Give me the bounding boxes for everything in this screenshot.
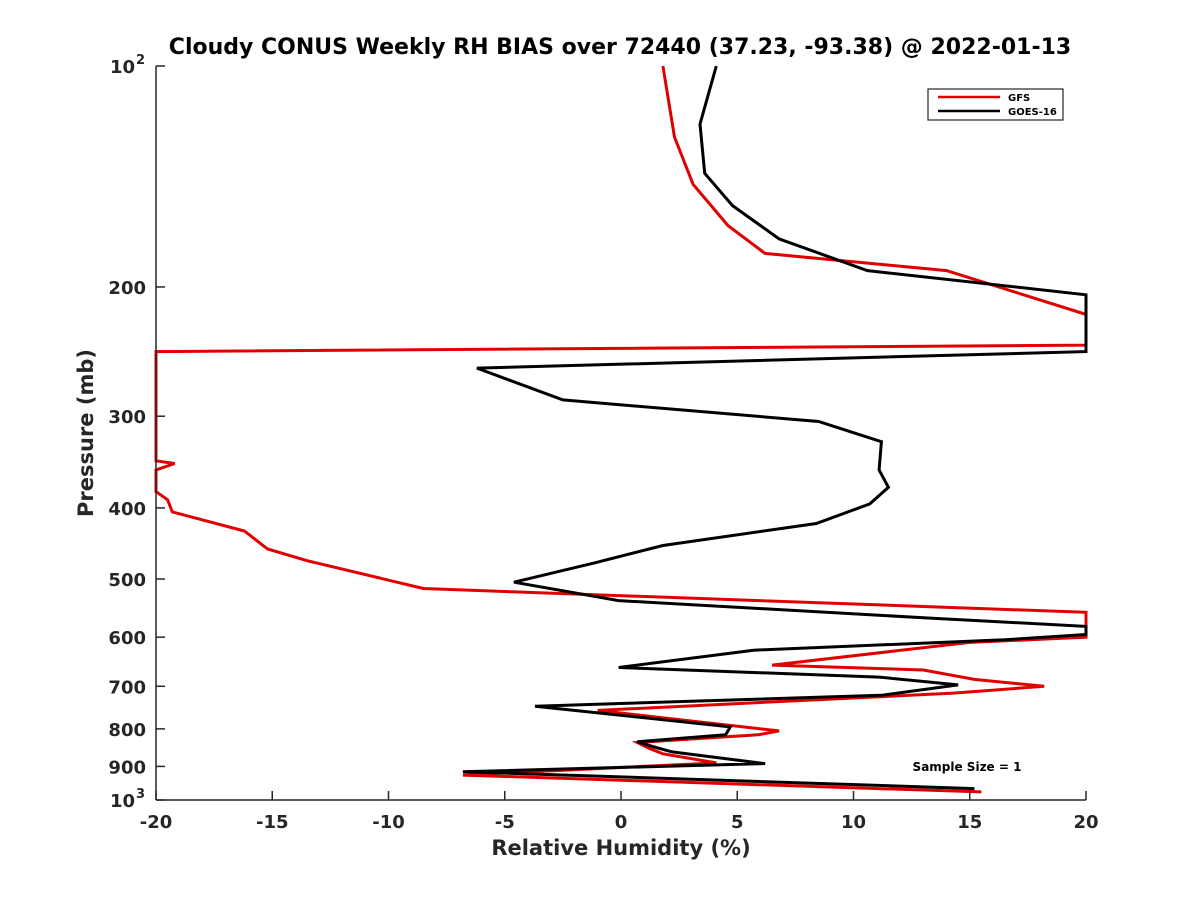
- x-axis-ticks: -20 -15 -10 -5 0 5 10 15 20: [140, 791, 1099, 833]
- x-tick-label: 5: [731, 812, 744, 833]
- y-tick-label: 200: [108, 278, 146, 299]
- x-tick-label: 15: [957, 812, 982, 833]
- x-tick-label: -5: [495, 812, 515, 833]
- sample-size-annotation: Sample Size = 1: [913, 760, 1022, 774]
- legend: GFS GOES-16: [927, 88, 1064, 121]
- series-layer: [154, 65, 1088, 794]
- y-axis-label: Pressure (mb): [74, 349, 98, 517]
- y-tick-label: 900: [108, 757, 146, 778]
- y-tick-label: 10: [110, 791, 135, 812]
- legend-label-gfs: GFS: [1008, 93, 1030, 104]
- y-tick-label: 600: [108, 628, 146, 649]
- series-line-goes16: [462, 65, 1088, 791]
- y-tick-label: 10: [110, 57, 135, 78]
- x-tick-label: -10: [372, 812, 405, 833]
- plot-background: [156, 66, 1086, 800]
- y-tick-label: 700: [108, 677, 146, 698]
- x-tick-label: 10: [841, 812, 866, 833]
- x-tick-label: -15: [256, 812, 289, 833]
- legend-label-goes16: GOES-16: [1008, 107, 1057, 118]
- x-tick-label: -20: [140, 812, 173, 833]
- y-tick-exponent: 3: [136, 787, 145, 802]
- x-tick-label: 20: [1073, 812, 1098, 833]
- y-tick-label: 500: [108, 570, 146, 591]
- x-axis-label: Relative Humidity (%): [491, 836, 750, 860]
- y-tick-exponent: 2: [136, 53, 145, 68]
- y-tick-label: 400: [108, 499, 146, 520]
- y-tick-label: 300: [108, 407, 146, 428]
- y-tick-label: 800: [108, 720, 146, 741]
- plot-area: -20 -15 -10 -5 0 5 10 15 20 10 220030040050060070…: [108, 53, 1098, 833]
- chart-title: Cloudy CONUS Weekly RH BIAS over 72440 (…: [169, 35, 1071, 60]
- legend-box: [927, 88, 1064, 121]
- x-tick-label: 0: [615, 812, 628, 833]
